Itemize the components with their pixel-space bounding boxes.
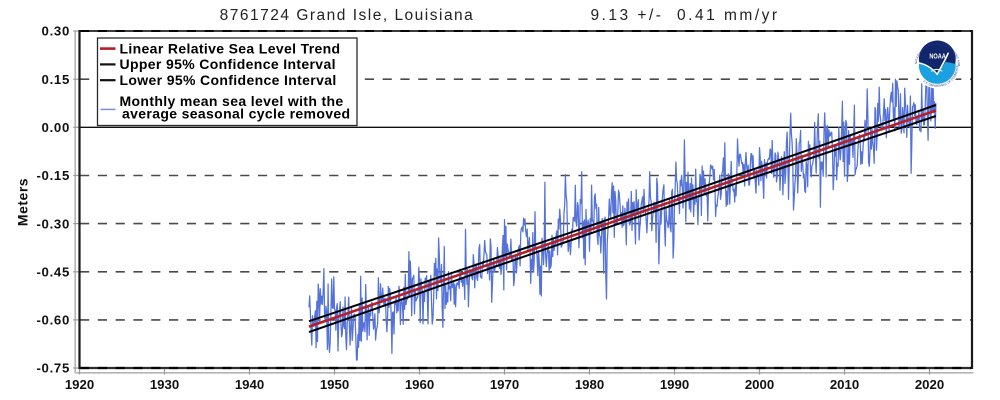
svg-text:2010: 2010 <box>830 377 859 392</box>
svg-text:-0.60: -0.60 <box>36 313 70 328</box>
svg-text:Upper 95% Confidence Interval: Upper 95% Confidence Interval <box>120 56 336 72</box>
svg-text:1960: 1960 <box>405 377 434 392</box>
svg-text:-0.75: -0.75 <box>36 361 70 376</box>
svg-text:Meters: Meters <box>15 178 31 226</box>
svg-text:average seasonal cycle removed: average seasonal cycle removed <box>122 105 350 121</box>
svg-text:-0.15: -0.15 <box>36 168 70 183</box>
svg-text:1920: 1920 <box>65 377 94 392</box>
svg-text:8761724 Grand Isle, Louisiana: 8761724 Grand Isle, Louisiana <box>220 7 475 24</box>
svg-text:Monthly mean sea level with th: Monthly mean sea level with the <box>120 93 344 109</box>
svg-text:1950: 1950 <box>320 377 349 392</box>
svg-text:1980: 1980 <box>575 377 604 392</box>
svg-text:2000: 2000 <box>745 377 774 392</box>
svg-text:9.13 +/- 0.41 mm/yr: 9.13 +/- 0.41 mm/yr <box>590 7 779 24</box>
svg-text:1970: 1970 <box>490 377 519 392</box>
svg-text:2020: 2020 <box>915 377 944 392</box>
svg-text:0.30: 0.30 <box>42 24 70 39</box>
svg-text:-0.30: -0.30 <box>36 216 70 231</box>
svg-text:Linear Relative Sea Level Tren: Linear Relative Sea Level Trend <box>120 40 341 56</box>
svg-text:1990: 1990 <box>660 377 689 392</box>
svg-text:0.00: 0.00 <box>42 120 70 135</box>
svg-text:Lower 95% Confidence Interval: Lower 95% Confidence Interval <box>120 72 337 88</box>
svg-text:1930: 1930 <box>150 377 179 392</box>
svg-text:-0.45: -0.45 <box>36 265 70 280</box>
svg-text:NOAA: NOAA <box>929 53 946 60</box>
svg-text:1940: 1940 <box>235 377 264 392</box>
svg-text:0.15: 0.15 <box>42 72 70 87</box>
